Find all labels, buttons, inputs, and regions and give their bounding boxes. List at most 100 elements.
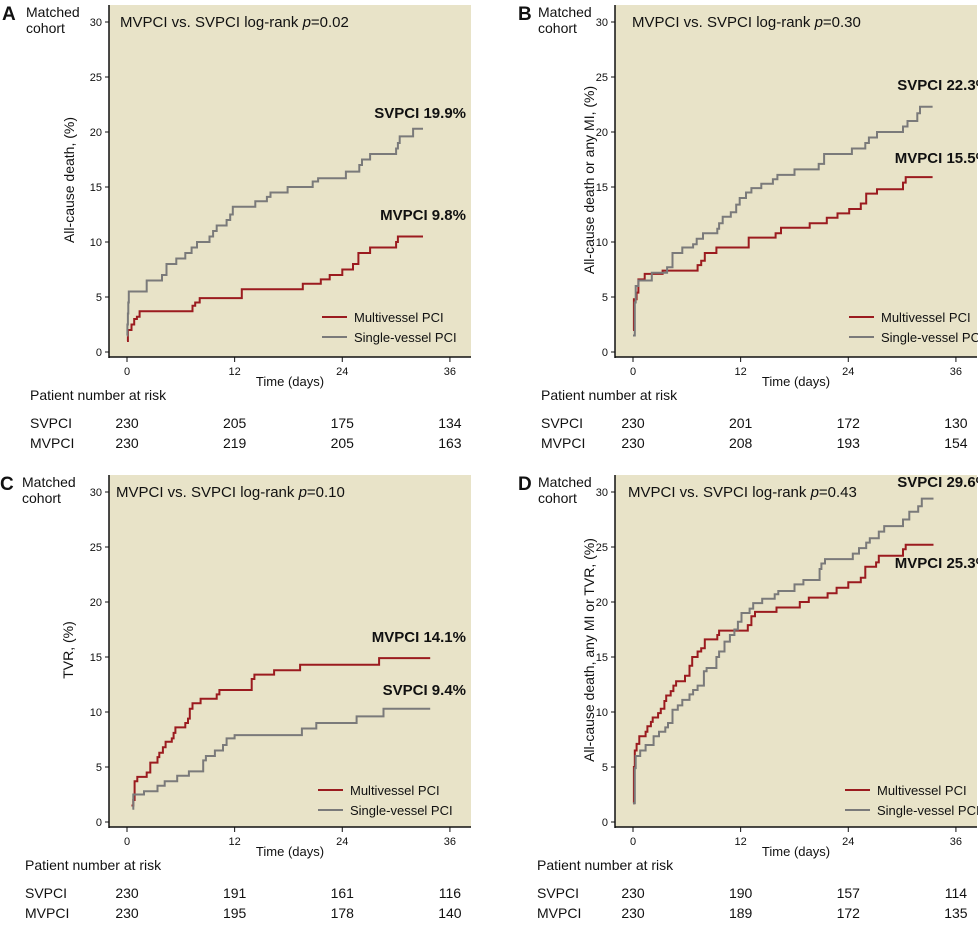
risk-table-title: Patient number at risk [30,387,167,403]
logrank-prefix: MVPCI vs. SVPCI log-rank [116,484,299,501]
y-tick-label: 5 [96,762,102,774]
end-label-mvpci: MVPCI 15.5% [895,150,978,167]
x-tick-label: 36 [444,836,456,848]
risk-table-title: Patient number at risk [25,857,162,873]
x-tick-label: 0 [630,836,636,848]
p-symbol: p [810,484,819,501]
cohort-label-line2: cohort [26,20,65,36]
risk-value: 193 [837,435,861,451]
risk-row-label: SVPCI [25,885,67,901]
risk-value: 230 [115,905,139,921]
cohort-label-line2: cohort [538,20,577,36]
risk-value: 191 [223,885,247,901]
y-tick-label: 20 [90,597,102,609]
y-tick-label: 0 [96,347,102,359]
cohort-label-line2: cohort [538,490,577,506]
x-tick-label: 36 [950,366,962,378]
plot-background [109,5,471,357]
x-tick-label: 36 [950,836,962,848]
y-tick-label: 5 [602,292,608,304]
y-tick-label: 0 [96,817,102,829]
x-tick-label: 0 [124,836,130,848]
legend-label: Single-vessel PCI [354,330,457,345]
y-tick-label: 10 [90,237,102,249]
risk-value: 230 [115,415,139,431]
x-tick-label: 12 [735,366,747,378]
y-tick-label: 20 [596,127,608,139]
legend-label: Multivessel PCI [350,783,440,798]
panel-c: 0 5 10 15 20 25 30 0 12 24 36 Time (days) TVR, (%) C M… [0,470,490,925]
legend-label: Single-vessel PCI [877,803,978,818]
end-label-svpci: SVPCI 22.3% [897,77,978,94]
cohort-label-line1: Matched [22,474,76,490]
panel-a: 0 5 10 15 20 25 30 0 12 24 36 Time (days) All-cause … [0,0,490,462]
x-tick-label: 24 [336,366,348,378]
plot-background [615,5,977,357]
cohort-label-line1: Matched [26,4,80,20]
km-chart: 0 5 10 15 20 25 30 0 12 24 36 Time (days) All-cause … [518,474,978,921]
x-tick-label: 0 [630,366,636,378]
legend-label: Single-vessel PCI [350,803,453,818]
risk-value: 219 [223,435,247,451]
risk-value: 114 [945,885,968,901]
x-axis-label: Time (days) [762,844,830,859]
y-tick-label: 25 [90,542,102,554]
risk-value: 130 [944,415,968,431]
logrank-prefix: MVPCI vs. SVPCI log-rank [632,14,815,31]
risk-row-label: SVPCI [30,415,72,431]
series-line-multivessel [632,543,934,805]
legend-label: Single-vessel PCI [881,330,978,345]
y-tick-label: 30 [596,487,608,499]
y-axis-label: TVR, (%) [60,621,76,679]
series-line-multivessel [126,235,423,342]
risk-value: 134 [438,415,462,431]
risk-row-label: MVPCI [25,905,69,921]
x-axis-label: Time (days) [762,374,830,389]
end-label-svpci: SVPCI 9.4% [383,682,466,699]
x-tick-label: 24 [336,836,348,848]
logrank-prefix: MVPCI vs. SVPCI log-rank [628,484,811,501]
x-tick-label: 12 [229,836,241,848]
risk-row-label: MVPCI [30,435,74,451]
y-tick-label: 15 [596,652,608,664]
risk-value: 135 [944,905,968,921]
risk-value: 116 [439,885,462,901]
logrank-title: MVPCI vs. SVPCI log-rank p=0.02 [120,14,349,31]
risk-value: 175 [331,415,355,431]
plot-background [615,475,977,827]
y-tick-label: 25 [90,72,102,84]
risk-table-title: Patient number at risk [541,387,678,403]
end-label-svpci: SVPCI 19.9% [374,105,466,122]
y-tick-label: 25 [596,542,608,554]
risk-value: 190 [729,885,753,901]
panel-b: 0 5 10 15 20 25 30 0 12 24 36 Time (days) All-cause … [506,0,978,462]
km-chart: 0 5 10 15 20 25 30 0 12 24 36 Time (days) All-cause … [2,4,471,451]
y-tick-label: 30 [90,17,102,29]
y-tick-label: 15 [90,652,102,664]
risk-value: 205 [223,415,247,431]
panel-letter: D [518,474,532,495]
p-symbol: p [298,484,307,501]
risk-value: 230 [621,905,645,921]
y-tick-label: 0 [602,347,608,359]
y-tick-label: 15 [596,182,608,194]
panel-letter: B [518,4,532,25]
risk-value: 201 [729,415,753,431]
y-tick-label: 20 [90,127,102,139]
end-label-mvpci: MVPCI 9.8% [380,207,466,224]
risk-value: 189 [729,905,753,921]
risk-value: 208 [729,435,753,451]
y-tick-label: 5 [96,292,102,304]
y-tick-label: 10 [596,707,608,719]
risk-row-label: SVPCI [537,885,579,901]
x-tick-label: 36 [444,366,456,378]
y-tick-label: 30 [90,487,102,499]
p-value: =0.10 [307,484,345,501]
y-axis-label: All-cause death or any MI, (%) [581,86,597,274]
cohort-label-line2: cohort [22,490,61,506]
p-value: =0.02 [311,14,349,31]
end-label-mvpci: MVPCI 14.1% [372,629,466,646]
panel-letter: A [2,4,16,25]
